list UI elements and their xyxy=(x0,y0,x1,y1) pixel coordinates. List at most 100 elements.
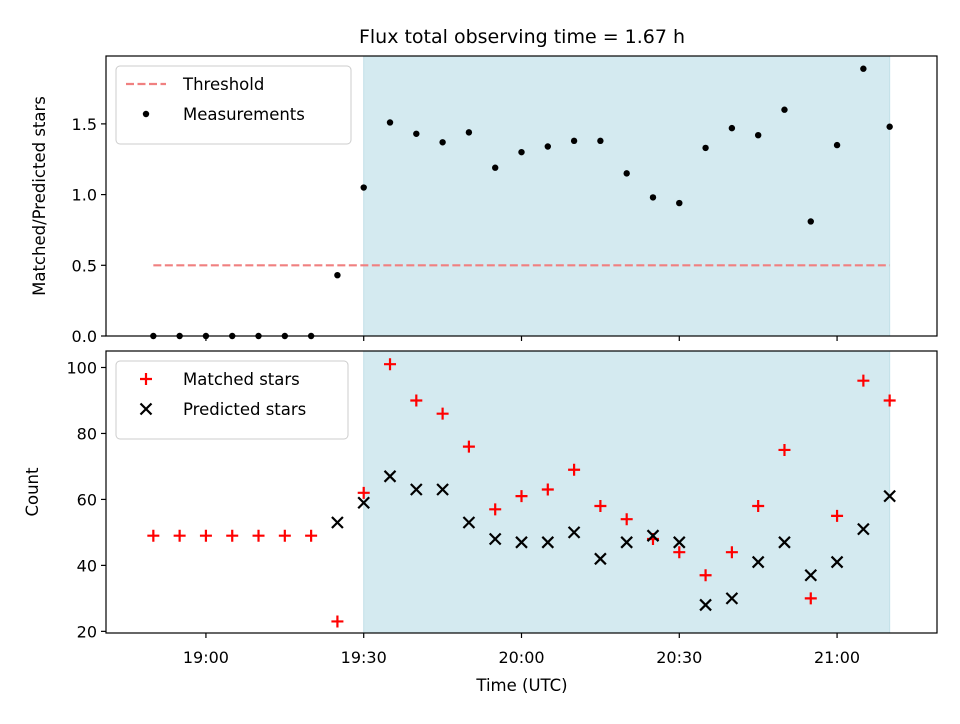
data-point xyxy=(883,489,896,503)
x-tick-label: 20:30 xyxy=(656,648,702,667)
data-point xyxy=(833,141,841,149)
x-tick-label: 19:00 xyxy=(183,648,229,667)
data-point xyxy=(778,443,791,456)
data-point xyxy=(226,529,239,542)
data-point xyxy=(334,271,341,279)
data-point xyxy=(384,358,397,371)
chart-title: Flux total observing time = 1.67 h xyxy=(359,26,685,48)
y-tick-label: 0.5 xyxy=(72,256,97,275)
y-tick-label: 60 xyxy=(77,490,97,509)
data-point xyxy=(699,569,712,582)
data-point xyxy=(781,106,788,113)
y-axis-label: Matched/Predicted stars xyxy=(30,96,49,296)
y-axis-label: Count xyxy=(23,467,42,517)
data-point xyxy=(541,483,554,496)
data-point xyxy=(646,529,660,542)
data-point xyxy=(728,124,736,132)
data-point xyxy=(515,490,528,503)
legend-label: Predicted stars xyxy=(183,400,306,419)
data-point xyxy=(462,516,476,529)
data-point xyxy=(518,148,525,156)
series-predicted-stars xyxy=(331,470,896,612)
y-tick-label: 0.0 xyxy=(72,327,97,346)
data-point xyxy=(649,194,657,201)
series-matched-stars xyxy=(147,358,896,628)
data-point xyxy=(436,483,449,496)
data-point xyxy=(357,486,370,499)
data-point xyxy=(807,218,814,225)
y-tick-label: 100 xyxy=(66,358,97,377)
data-point xyxy=(383,470,397,483)
bottom-panel: 20 40 60 80 100 19:00 19:30 20:00 20:30 21:00 Coun… xyxy=(23,350,938,667)
data-point xyxy=(357,496,370,509)
data-point xyxy=(857,522,870,536)
data-point xyxy=(725,592,739,605)
data-point xyxy=(386,119,394,126)
data-point xyxy=(462,440,475,453)
x-tick-label: 19:30 xyxy=(341,648,387,667)
data-point xyxy=(831,509,844,522)
data-point xyxy=(597,137,604,145)
data-point xyxy=(570,137,578,145)
data-point xyxy=(410,394,423,407)
data-point xyxy=(568,463,581,476)
data-point xyxy=(623,170,630,177)
data-point xyxy=(139,402,153,416)
axes-frame xyxy=(105,55,938,337)
legend-box xyxy=(115,360,349,440)
data-point xyxy=(331,516,344,529)
data-point xyxy=(594,552,607,566)
data-point xyxy=(778,536,791,549)
legend-label: Measurements xyxy=(183,105,305,124)
data-point xyxy=(541,536,555,549)
x-tick-label: 21:00 xyxy=(814,648,860,667)
legend-box xyxy=(115,65,352,145)
data-point xyxy=(886,123,893,130)
shaded-interval xyxy=(363,350,891,634)
data-point xyxy=(752,500,765,513)
shaded-interval xyxy=(363,55,891,337)
data-point xyxy=(252,529,265,542)
data-point xyxy=(751,555,765,569)
x-axis-label: Time (UTC) xyxy=(475,676,567,695)
data-point xyxy=(492,164,499,171)
data-point xyxy=(544,143,551,150)
y-tick-label: 1.5 xyxy=(72,115,97,134)
data-point xyxy=(754,131,762,139)
data-point xyxy=(857,374,870,387)
data-point xyxy=(860,65,867,72)
data-point xyxy=(804,592,817,605)
data-point xyxy=(804,569,818,582)
data-point xyxy=(436,407,449,420)
data-point xyxy=(147,529,160,542)
data-point xyxy=(360,184,367,191)
legend: Threshold Measurements xyxy=(115,65,352,145)
data-point xyxy=(488,532,502,546)
y-tick-label: 20 xyxy=(77,622,97,641)
data-point xyxy=(305,529,318,542)
data-point xyxy=(567,526,581,539)
axes-frame xyxy=(105,350,938,634)
data-point xyxy=(515,536,528,549)
data-point xyxy=(702,144,709,152)
data-point xyxy=(673,536,686,549)
data-point xyxy=(173,529,186,542)
data-point xyxy=(331,615,344,628)
data-point xyxy=(676,199,683,207)
data-point xyxy=(439,139,446,146)
y-tick-label: 1.0 xyxy=(72,186,97,205)
data-point xyxy=(278,529,291,542)
data-point xyxy=(594,500,607,513)
legend-label: Matched stars xyxy=(183,370,300,389)
y-tick-label: 80 xyxy=(77,424,97,443)
data-point xyxy=(699,598,712,612)
legend-label: Threshold xyxy=(182,75,264,94)
data-point xyxy=(489,503,502,516)
data-point xyxy=(140,373,152,385)
data-point xyxy=(883,394,896,407)
data-point xyxy=(142,110,150,118)
data-point xyxy=(199,529,212,542)
y-tick-label: 40 xyxy=(77,556,97,575)
legend: Matched stars Predicted stars xyxy=(115,360,349,440)
